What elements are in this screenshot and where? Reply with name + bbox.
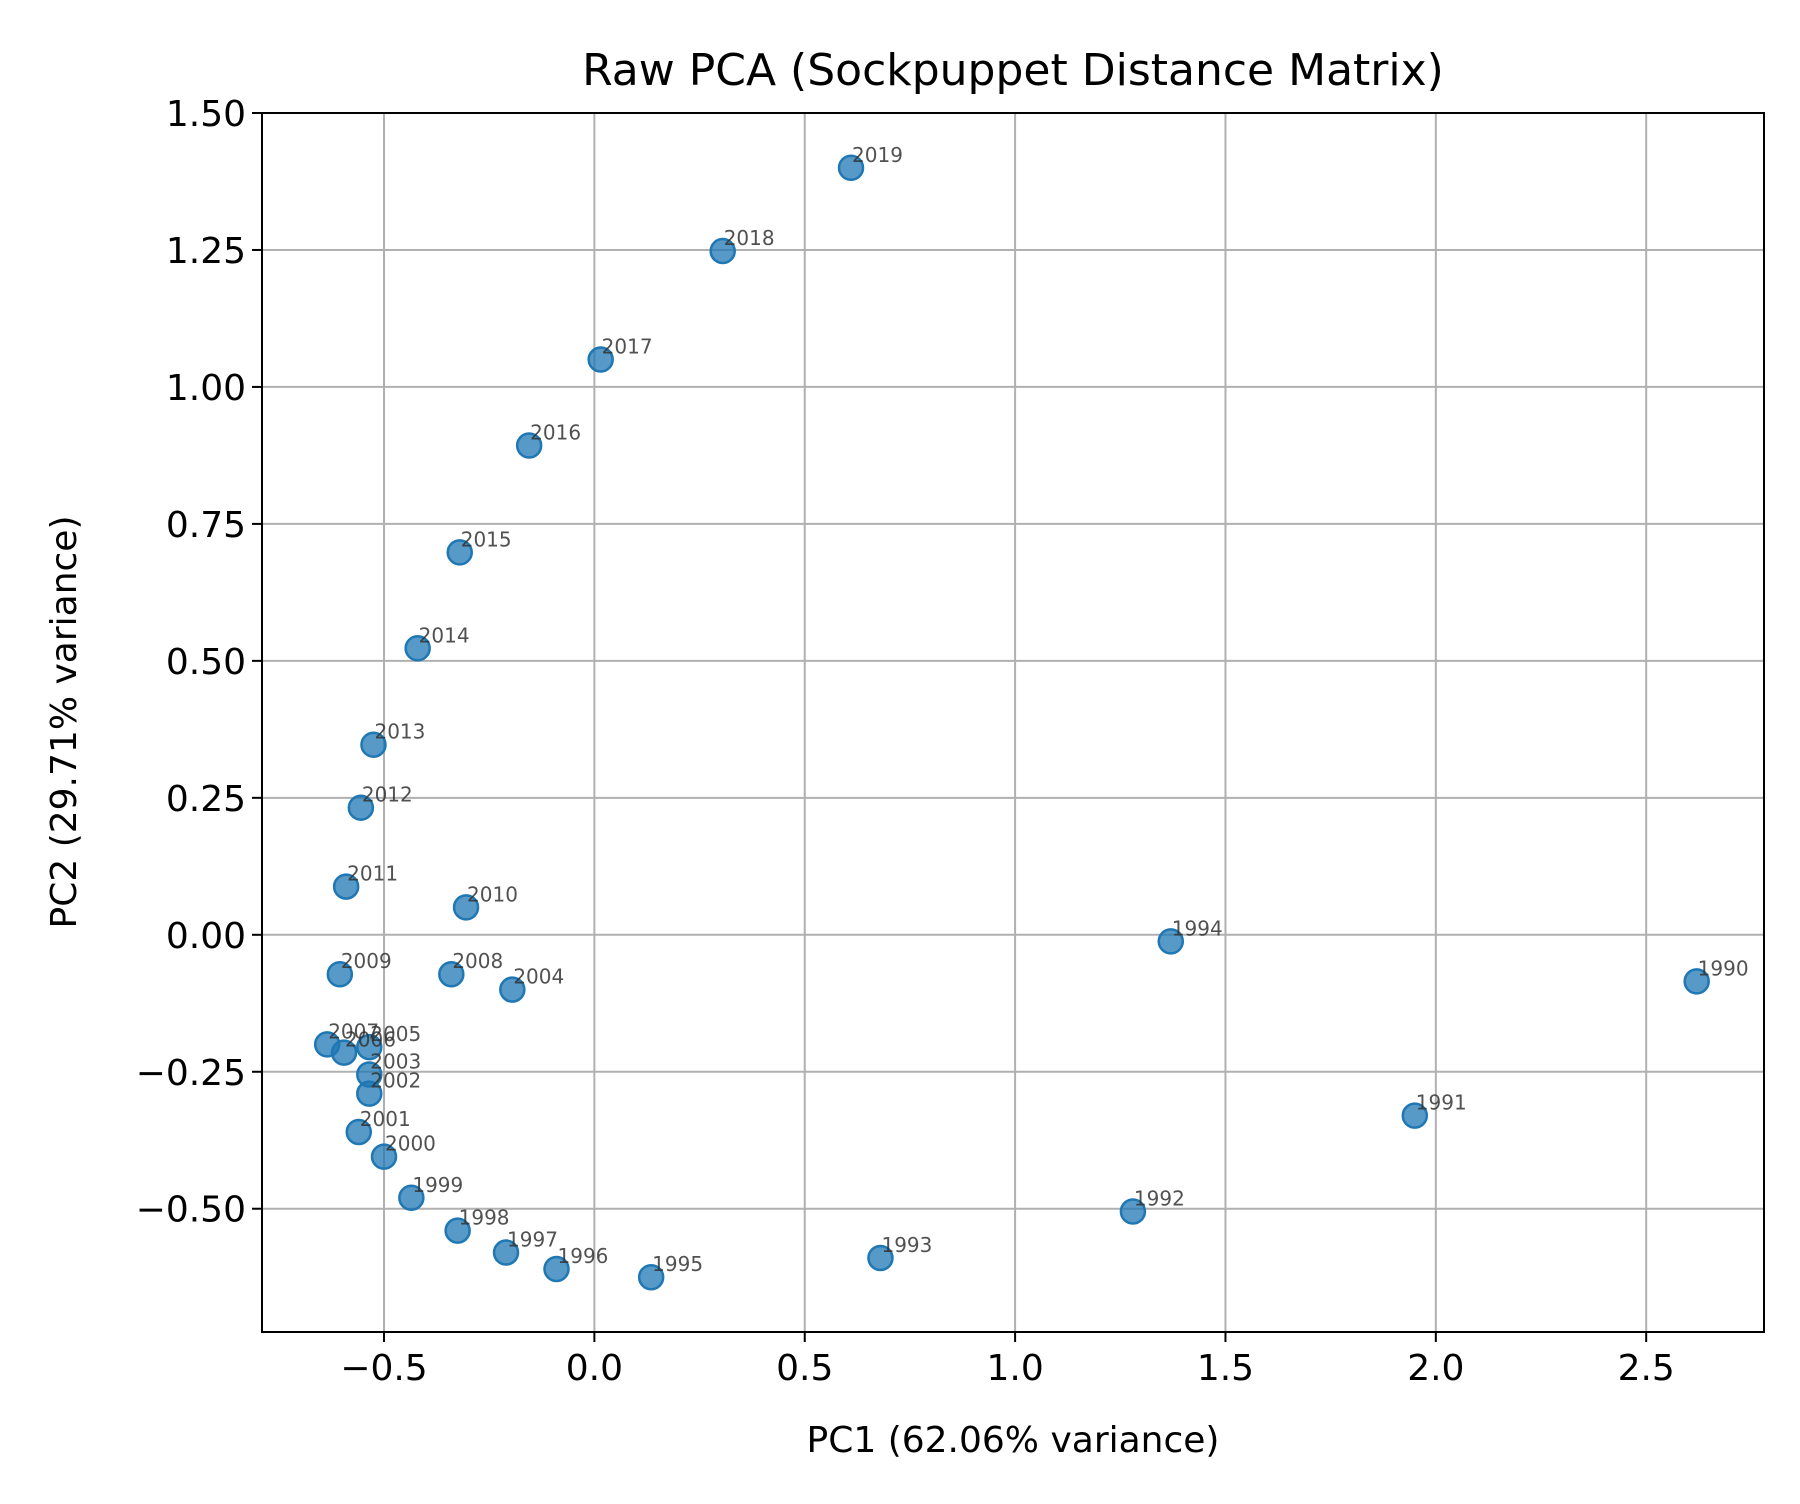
y-tick-label: −0.25: [136, 1053, 246, 1094]
data-point-1997: [492, 1239, 520, 1266]
y-axis-label: PC2 (29.71% variance): [44, 516, 85, 929]
x-axis-ticks: −0.5 0.0 0.5 1.0 1.5 2.0 2.5: [340, 1332, 1675, 1389]
data-point-1995: [637, 1263, 665, 1291]
point-label-1992: 1992: [1134, 1186, 1185, 1210]
plot-frame: [261, 112, 1765, 1333]
y-tick-label: −0.50: [136, 1190, 246, 1231]
point-label-2000: 2000: [385, 1132, 436, 1156]
data-point-2010: [452, 894, 480, 921]
y-tick-label: 0.75: [166, 505, 246, 546]
grid: [262, 112, 1764, 1332]
x-tick-label: 2.5: [1618, 1348, 1675, 1389]
point-label-2005: 2005: [370, 1022, 421, 1046]
data-point-2018: [709, 237, 736, 265]
y-tick-label: 0.00: [166, 916, 246, 957]
point-label-2019: 2019: [852, 143, 903, 167]
x-tick-label: 1.5: [1197, 1348, 1254, 1389]
point-label-1996: 1996: [558, 1244, 609, 1268]
point-label-2012: 2012: [362, 783, 413, 807]
data-point-2008: [438, 960, 465, 988]
point-label-1998: 1998: [459, 1206, 510, 1230]
point-label-1994: 1994: [1172, 916, 1223, 940]
data-point-1999: [398, 1184, 425, 1212]
data-point-2001: [345, 1118, 373, 1146]
point-label-1990: 1990: [1698, 956, 1749, 980]
data-point-2005: [356, 1033, 383, 1061]
point-label-2007: 2007: [328, 1019, 379, 1043]
point-label-1993: 1993: [881, 1233, 932, 1257]
x-tick-label: −0.5: [340, 1348, 427, 1389]
x-tick-label: 1.0: [986, 1348, 1043, 1389]
chart-title: Raw PCA (Sockpuppet Distance Matrix): [582, 45, 1444, 96]
point-label-2008: 2008: [452, 949, 503, 973]
data-point-2011: [332, 873, 360, 900]
data-point-1994: [1157, 928, 1185, 955]
point-label-2009: 2009: [341, 949, 392, 973]
data-point-2014: [404, 635, 431, 662]
data-point-1996: [543, 1255, 570, 1283]
data-point-1992: [1119, 1198, 1147, 1225]
x-axis-label: PC1 (62.06% variance): [807, 1420, 1220, 1461]
data-point-2004: [499, 976, 526, 1003]
data-point-2019: [837, 154, 865, 182]
x-tick-label: 0.0: [566, 1348, 623, 1389]
y-tick-label: 0.25: [166, 779, 246, 820]
point-label-1995: 1995: [652, 1252, 703, 1276]
y-tick-label: 1.00: [166, 368, 246, 409]
data-point-1998: [444, 1217, 471, 1244]
data-point-1990: [1683, 968, 1710, 995]
point-label-2017: 2017: [602, 335, 653, 359]
x-tick-label: 2.0: [1407, 1348, 1464, 1389]
data-points: [313, 154, 1710, 1291]
data-point-2013: [360, 731, 387, 758]
point-label-2013: 2013: [374, 720, 425, 744]
y-tick-label: 0.50: [166, 642, 246, 683]
data-point-1991: [1401, 1102, 1429, 1129]
y-tick-label: 1.25: [166, 231, 246, 272]
point-label-2010: 2010: [467, 882, 518, 906]
y-axis-ticks: −0.50 −0.25 0.00 0.25 0.50 0.75 1.00 1.25 1.50: [136, 94, 262, 1231]
point-label-2016: 2016: [530, 421, 581, 445]
point-label-1997: 1997: [507, 1228, 558, 1252]
x-tick-label: 0.5: [776, 1348, 833, 1389]
point-label-2011: 2011: [347, 862, 398, 886]
y-tick-label: 1.50: [166, 94, 246, 135]
data-point-1993: [867, 1244, 894, 1272]
point-label-2014: 2014: [419, 623, 470, 647]
data-point-2017: [587, 346, 614, 373]
data-point-2016: [515, 432, 543, 459]
data-point-2015: [446, 539, 473, 566]
point-label-2002: 2002: [370, 1069, 421, 1093]
data-point-2007: [313, 1031, 341, 1058]
point-label-2001: 2001: [360, 1107, 411, 1131]
point-label-2015: 2015: [461, 527, 512, 551]
data-point-2009: [326, 960, 354, 988]
point-label-2018: 2018: [724, 226, 775, 250]
data-point-2003: [356, 1061, 383, 1088]
point-label-1991: 1991: [1416, 1091, 1467, 1115]
point-label-1999: 1999: [412, 1173, 463, 1197]
data-point-2012: [347, 794, 375, 821]
point-label-2006: 2006: [345, 1028, 396, 1052]
point-label-2004: 2004: [513, 965, 564, 989]
data-point-2000: [370, 1143, 398, 1170]
point-label-2003: 2003: [370, 1050, 421, 1074]
